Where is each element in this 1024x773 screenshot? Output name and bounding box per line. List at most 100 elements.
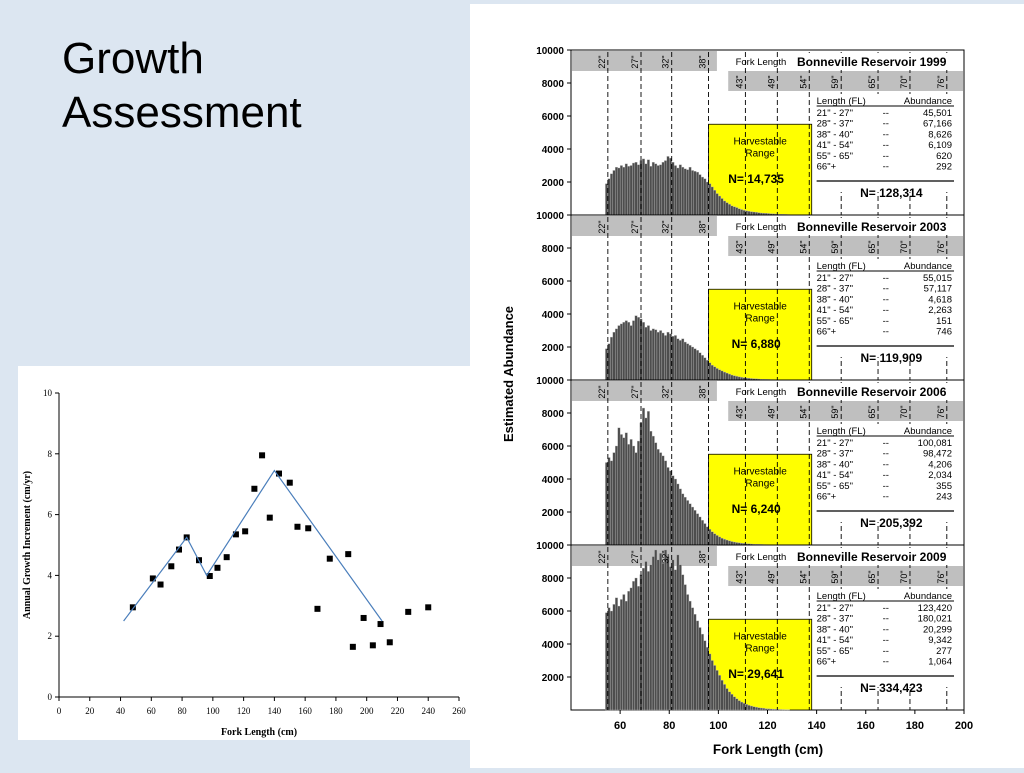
- inch-mark-label: 65": [867, 240, 877, 253]
- harvestable-label-line-1: Harvestable: [733, 466, 787, 477]
- x-tick-label: 80: [663, 720, 675, 732]
- y-tick-label: 8000: [542, 574, 565, 585]
- fork-length-band-label: Fork Length: [736, 222, 787, 233]
- histogram-bar: [689, 504, 691, 545]
- histogram-bar: [733, 376, 735, 380]
- histogram-bar: [726, 689, 728, 710]
- histogram-bar: [718, 370, 720, 380]
- histogram-bar: [728, 692, 730, 710]
- histogram-bar: [726, 373, 728, 380]
- inch-mark-label: 59": [830, 240, 840, 253]
- x-tick-label: 100: [709, 720, 727, 732]
- histogram-bar: [716, 670, 718, 710]
- inch-band-row1: [572, 216, 717, 236]
- y-tick-label: 6: [48, 510, 53, 520]
- y-tick-label: 6000: [542, 277, 565, 288]
- histogram-bar: [713, 367, 715, 380]
- histogram-bar: [726, 540, 728, 545]
- panel-title: Bonneville Reservoir 1999: [797, 55, 947, 69]
- histogram-bar: [667, 557, 669, 710]
- histogram-bar: [613, 170, 615, 215]
- harvestable-n: N= 6,880: [732, 337, 781, 351]
- histogram-bar: [647, 411, 649, 545]
- histogram-bar: [721, 680, 723, 710]
- harvestable-label-line-1: Harvestable: [733, 631, 787, 642]
- histogram-bar: [677, 339, 679, 380]
- histogram-bar: [642, 568, 644, 710]
- table-dash-cell: --: [883, 481, 889, 492]
- histogram-bar: [684, 342, 686, 380]
- histogram-bar: [763, 708, 765, 710]
- table-length-cell: 21" - 27": [817, 603, 853, 614]
- histogram-bar: [610, 461, 612, 545]
- harvestable-label-line-1: Harvestable: [733, 136, 787, 147]
- harvestable-label-line-2: Range: [745, 478, 775, 489]
- histogram-bar: [679, 165, 681, 215]
- x-tick-label: 100: [206, 706, 220, 716]
- table-abundance-cell: 9,342: [928, 635, 952, 646]
- table-total-n: N= 119,909: [860, 351, 922, 365]
- histogram-bar: [694, 510, 696, 545]
- table-abundance-cell: 123,420: [918, 603, 952, 614]
- histogram-bar: [618, 326, 620, 380]
- table-header-length: Length (FL): [817, 591, 866, 602]
- histogram-bar: [731, 375, 733, 380]
- histogram-bar: [738, 209, 740, 215]
- inch-mark-label: 27": [630, 55, 640, 68]
- histogram-panel-3: 20004000600080001000022"27"32"38"43"49"5…: [536, 376, 964, 545]
- inch-mark-label: 38": [698, 55, 708, 68]
- histogram-bar: [696, 350, 698, 380]
- histogram-bar: [691, 347, 693, 380]
- fork-length-band-label: Fork Length: [736, 552, 787, 563]
- histogram-bar: [650, 166, 652, 215]
- histogram-bar: [731, 694, 733, 710]
- histogram-bar: [623, 167, 625, 215]
- histogram-bar: [689, 601, 691, 710]
- inch-mark-label: 27": [630, 550, 640, 563]
- histogram-bar: [623, 595, 625, 711]
- table-length-cell: 28" - 37": [817, 119, 853, 130]
- histogram-bar: [630, 588, 632, 710]
- scatter-point: [305, 525, 311, 531]
- table-abundance-cell: 20,299: [923, 624, 952, 635]
- histogram-bar: [691, 170, 693, 215]
- x-tick-label: 160: [857, 720, 875, 732]
- histogram-bar: [728, 204, 730, 215]
- scatter-point: [425, 604, 431, 610]
- histogram-bar: [696, 621, 698, 710]
- table-dash-cell: --: [883, 162, 889, 173]
- x-tick-label: 120: [758, 720, 776, 732]
- panel-title: Bonneville Reservoir 2003: [797, 220, 947, 234]
- table-abundance-cell: 2,034: [928, 470, 952, 481]
- histogram-bar: [711, 532, 713, 545]
- histogram-bar: [659, 331, 661, 381]
- inch-mark-label: 59": [830, 405, 840, 418]
- table-dash-cell: --: [883, 305, 889, 316]
- scatter-point: [405, 609, 411, 615]
- x-tick-label: 180: [906, 720, 924, 732]
- histogram-bar: [772, 709, 774, 710]
- histogram-bar: [618, 606, 620, 710]
- histogram-panel-2: 20004000600080001000022"27"32"38"43"49"5…: [536, 211, 964, 380]
- histogram-bar: [748, 705, 750, 710]
- table-header-abundance: Abundance: [904, 261, 952, 272]
- histogram-bar: [610, 611, 612, 710]
- histogram-bar: [632, 321, 634, 380]
- histogram-bar: [713, 665, 715, 710]
- histogram-bar: [674, 570, 676, 710]
- abundance-histogram-svg: 20004000600080001000022"27"32"38"43"49"5…: [470, 4, 1024, 768]
- inch-mark-label: 70": [899, 75, 909, 88]
- inch-mark-label: 70": [899, 570, 909, 583]
- histogram-bar: [684, 169, 686, 215]
- x-tick-label: 140: [807, 720, 825, 732]
- histogram-bar: [618, 428, 620, 545]
- histogram-bar: [637, 317, 639, 380]
- histogram-bar: [635, 453, 637, 545]
- scatter-point: [251, 486, 257, 492]
- histogram-bar: [615, 446, 617, 545]
- x-axis-title: Fork Length (cm): [221, 727, 297, 738]
- histogram-bar: [625, 321, 627, 380]
- inch-band-row1: [572, 51, 717, 71]
- harvestable-label-line-2: Range: [745, 643, 775, 654]
